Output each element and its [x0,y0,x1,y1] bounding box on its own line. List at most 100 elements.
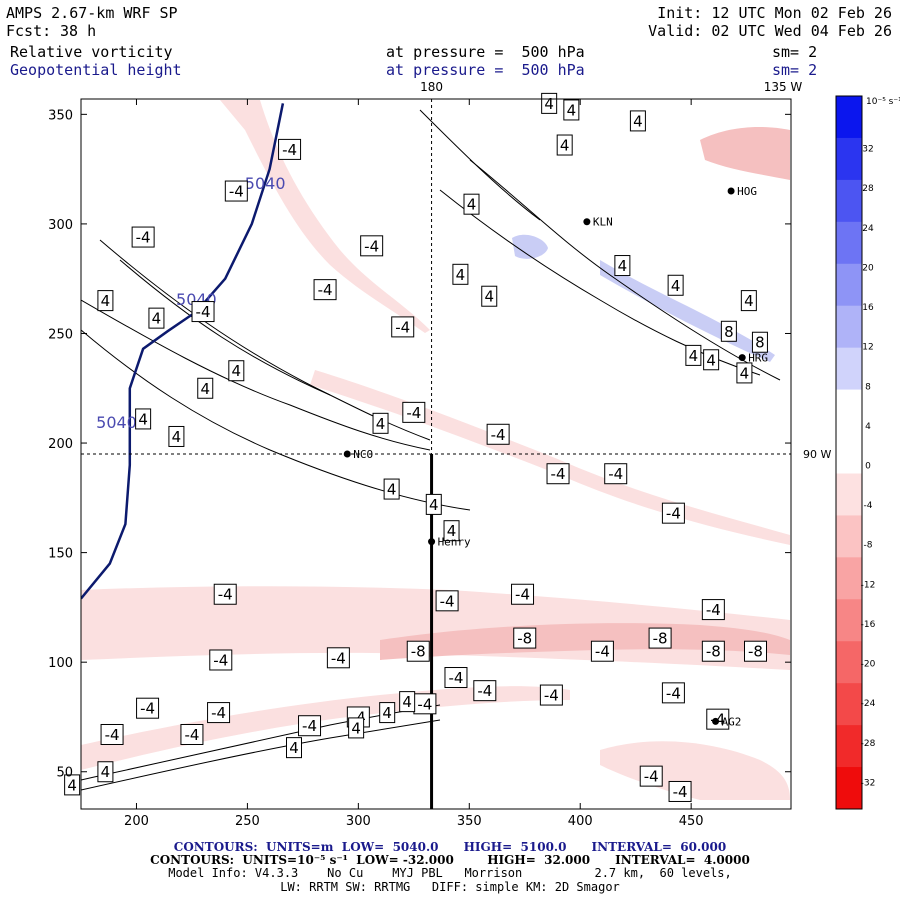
height-contour-label: 5040 [96,413,137,432]
colorbar-tick-label: -12 [861,580,876,590]
y-tick-label: 150 [48,547,73,562]
vorticity-contour-label: -8 [706,643,721,661]
station-label: AG2 [722,715,742,728]
vorticity-contour-label: -4 [331,649,346,667]
colorbar-cell [836,683,862,726]
vorticity-label-box [614,255,631,277]
meridian-label: 180 [420,80,443,94]
station-label: KLN [593,216,613,229]
field2-level: at pressure = 500 hPa [386,61,585,79]
colorbar-cell [836,767,862,810]
colorbar-tick-label: 4 [865,422,871,432]
vorticity-label-box [209,649,233,671]
vorticity-label-box [736,362,753,384]
vorticity-contour-label: -4 [644,768,659,786]
vorticity-contour-label: -4 [318,281,333,299]
colorbar-cell [836,96,862,139]
station-label: NCO [353,448,373,461]
neg-patch-ne [700,127,790,180]
vorticity-label-box [326,647,350,669]
station-marker [738,354,746,362]
vorticity-contour-label: -4 [218,586,233,604]
station-marker [428,538,436,546]
vorticity-label-box [703,349,720,371]
vorticity-label-box [425,493,442,515]
vorticity-contour-label: 4 [387,481,397,499]
station-label: HOG [737,185,757,198]
vorticity-label-box [383,478,400,500]
colorbar-cell [836,389,862,433]
neg-patch-se [600,741,790,800]
vorticity-contour-label: -4 [213,651,228,669]
vorticity-contour-label: -4 [608,465,623,483]
y-tick-label: 300 [48,218,73,233]
neg-band-mid-core [380,623,790,660]
vort-line [81,299,431,451]
colorbar-tick-label: 32 [862,145,873,155]
vorticity-contour-label: -4 [282,141,297,159]
vorticity-label-box [667,274,684,296]
vorticity-label-box [64,774,81,796]
x-tick-label: 450 [679,814,704,829]
vorticity-label-box [168,425,185,447]
valid-time: Valid: 02 UTC Wed 04 Feb 26 [648,22,892,40]
vorticity-contour-label: -4 [136,229,151,247]
vorticity-label-box [668,780,692,802]
x-tick-label: 200 [124,814,149,829]
colorbar-tick-label: 16 [862,303,874,313]
vorticity-contour-label: 4 [633,112,643,130]
vorticity-contour-label: -4 [105,726,120,744]
vorticity-contour-label: -4 [477,682,492,700]
station-marker [727,187,735,195]
model-title: AMPS 2.67-km WRF SP [6,4,178,22]
colorbar-cell [836,305,862,349]
vorticity-contour-label: 4 [456,266,466,284]
y-tick-label: 250 [48,327,73,342]
colorbar-tick-label: -24 [861,699,876,709]
vorticity-label-box [360,235,384,257]
vorticity-label-box [443,520,460,542]
footer-height-interval: INTERVAL= 60.000 [591,840,727,854]
vorticity-label-box [135,408,152,430]
colorbar-cell [836,473,862,516]
vorticity-contour-label: -4 [448,669,463,687]
parallel-label: 90 W [803,448,831,461]
colorbar-cell [836,557,862,600]
neg-band-diag [310,370,790,545]
vort-line [419,109,541,221]
vorticity-contour-label: 4 [402,693,412,711]
height-contour-line [81,103,285,600]
vorticity-contour-label: -4 [417,695,432,713]
vorticity-label-box [563,99,580,121]
x-tick-label: 300 [346,814,371,829]
field1-smoothing: sm= 2 [772,43,818,61]
station-label: HRG [748,352,768,365]
vorticity-label-box [197,377,214,399]
vorticity-contour-label: -4 [666,505,681,523]
meridian-label: 135 W [764,80,803,94]
vorticity-contour-label: 4 [351,719,361,737]
vorticity-contour-label: -4 [551,465,566,483]
y-tick-label: 350 [48,108,73,123]
x-tick-label: 350 [457,814,482,829]
vorticity-label-box [751,331,768,353]
vorticity-label-box [406,640,430,662]
vorticity-contour-label: -4 [666,684,681,702]
vorticity-label-box [313,279,337,301]
colorbar-tick-label: -20 [861,660,876,670]
footer-vort-contours: CONTOURS: UNITS=10⁻⁵ s⁻¹ LOW= -32.000 HI… [150,853,750,867]
colorbar-cell [836,179,862,223]
vorticity-label-box [511,583,535,605]
vorticity-contour-label: 4 [544,95,554,113]
vorticity-contour-label: -4 [544,687,559,705]
field2-smoothing: sm= 2 [772,61,818,79]
vorticity-label-box [100,723,124,745]
vorticity-contour-label: 4 [200,380,210,398]
vorticity-label-box [744,640,767,662]
vorticity-contour-label: -4 [364,237,379,255]
vorticity-contour-label: -4 [184,726,199,744]
y-tick-label: 50 [56,766,73,781]
colorbar-cell [836,515,862,558]
vorticity-label-box [148,307,165,329]
